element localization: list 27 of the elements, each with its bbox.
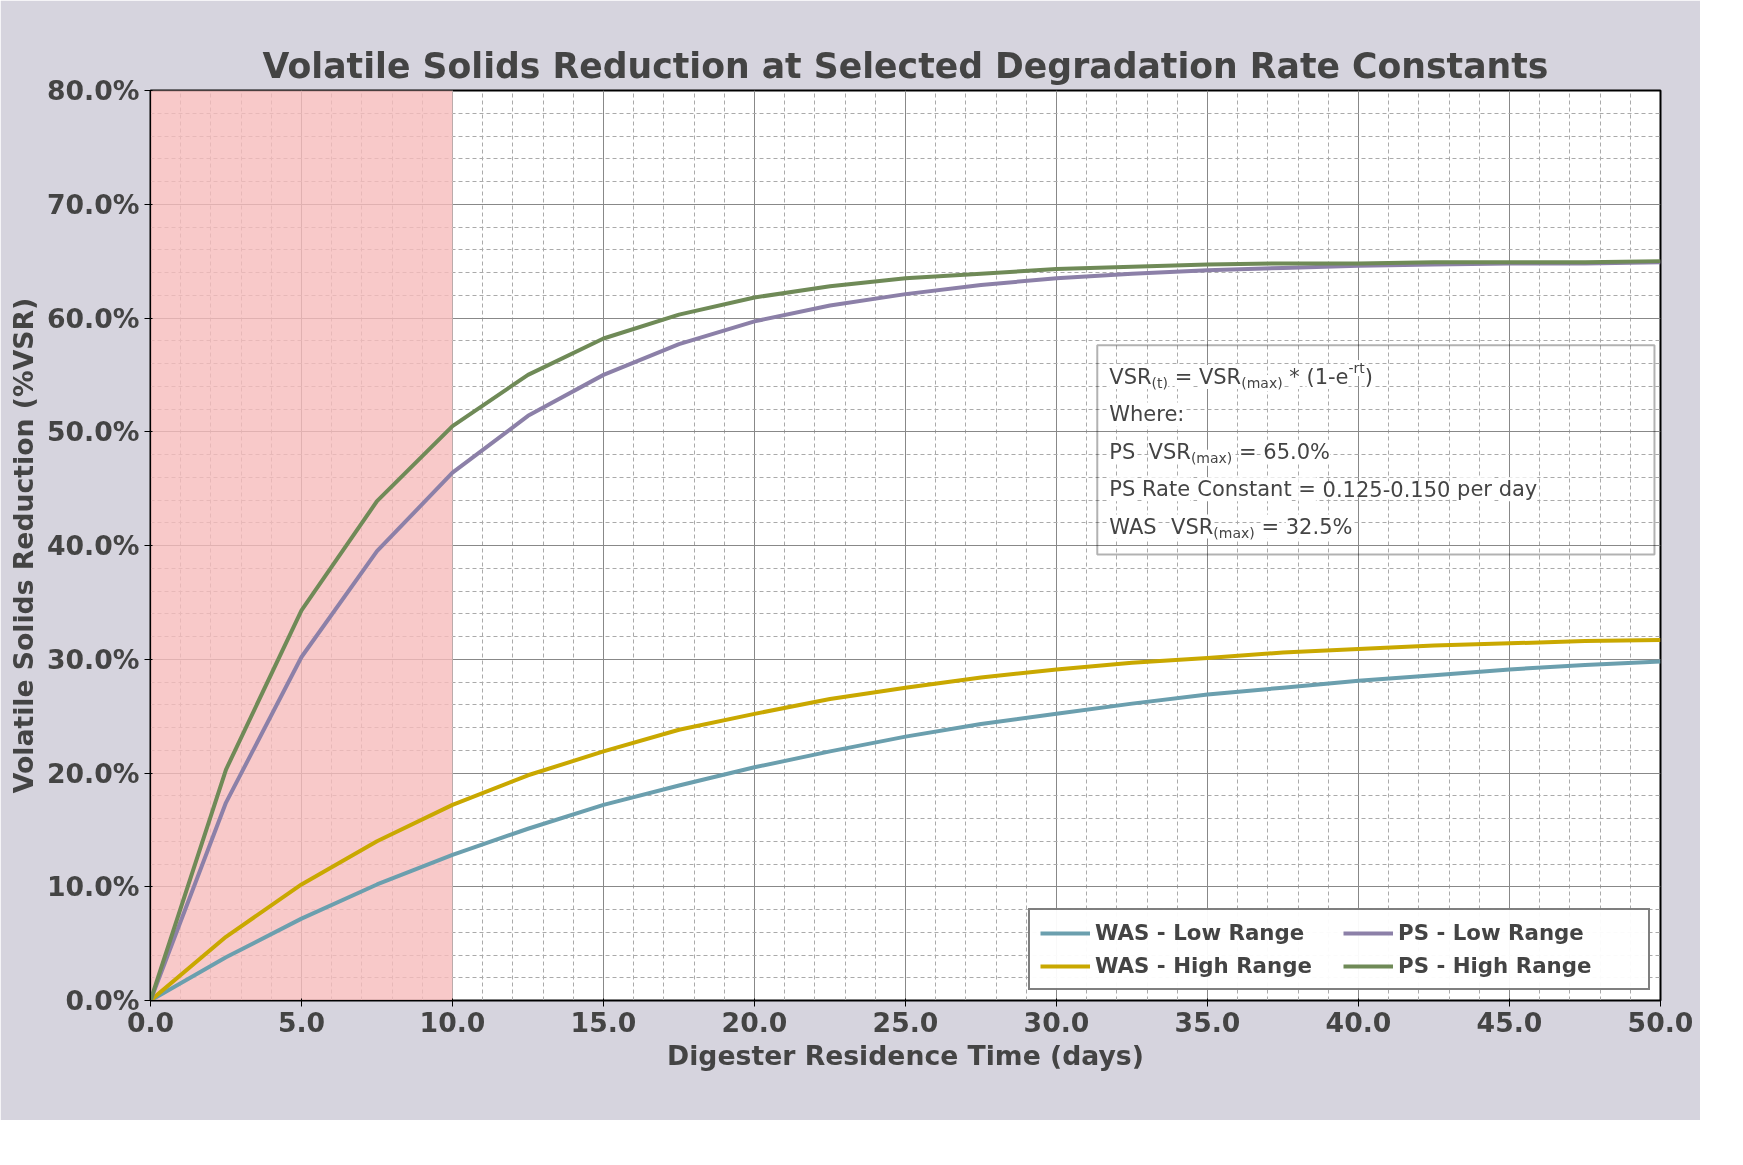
x-tick-label: 25.0 [872,1006,939,1038]
chart-title: Volatile Solids Reduction at Selected Degradation Rate Constants [262,45,1549,86]
y-tick-label: 80.0% [47,75,140,106]
legend-label: WAS - High Range [1095,953,1313,978]
y-tick-label: 40.0% [47,530,140,561]
x-tick-label: 20.0 [721,1006,788,1038]
x-tick-label: 30.0 [1023,1006,1090,1038]
x-tick-label: 15.0 [570,1006,637,1038]
x-tick-label: 40.0 [1325,1006,1392,1038]
x-axis-title: Digester Residence Time (days) [667,1039,1144,1071]
legend-label: PS - High Range [1398,953,1593,978]
y-tick-label: 60.0% [47,302,140,334]
x-tick-label: 5.0 [277,1006,326,1038]
y-tick-label: 10.0% [47,871,140,903]
x-tick-label: 10.0 [419,1006,486,1038]
annotation: PS Rate Constant = 0.125-0.150 per day [1109,477,1538,503]
x-tick-label: 35.0 [1174,1006,1241,1038]
y-axis-title: Volatile Solids Reduction (%VSR) [8,297,40,794]
annotation: Where: [1109,402,1185,427]
y-tick-label: 50.0% [47,416,140,448]
legend-label: WAS - Low Range [1095,920,1306,945]
x-tick-label: 50.0 [1627,1006,1694,1038]
y-tick-label: 30.0% [47,643,140,675]
y-tick-label: 70.0% [47,188,140,220]
legend-label: PS - Low Range [1398,920,1585,945]
x-tick-label: 45.0 [1476,1006,1543,1038]
y-tick-label: 20.0% [47,757,140,789]
